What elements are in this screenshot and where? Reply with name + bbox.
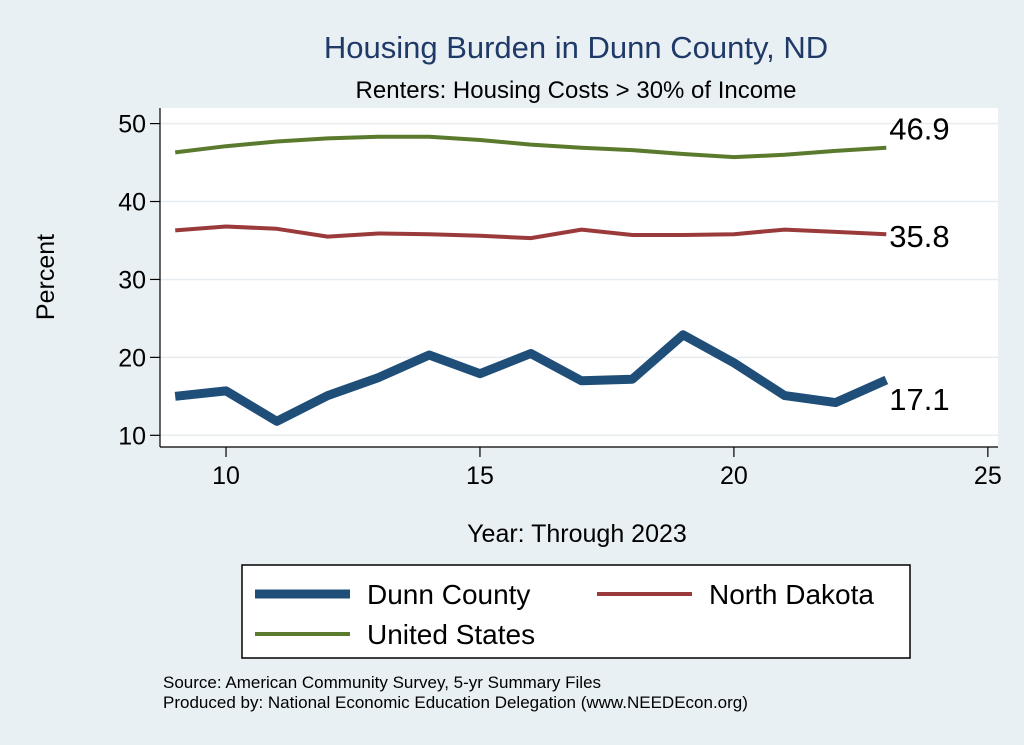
end-label-dunn-county: 17.1 [889, 382, 949, 417]
series-group [174, 134, 889, 426]
axes: 10 20 30 40 50 10 15 20 25 [118, 108, 1002, 490]
legend: Dunn County North Dakota United States [255, 579, 874, 650]
y-tick-label: 30 [118, 266, 146, 294]
x-tick-label: 20 [720, 462, 748, 490]
legend-box [241, 564, 911, 659]
y-axis-title: Percent [32, 234, 60, 320]
chart-title: Housing Burden in Dunn County, ND [324, 30, 828, 65]
plot-area [160, 108, 998, 447]
x-axis-title: Year: Through 2023 [467, 520, 687, 548]
legend-label-north-dakota: North Dakota [709, 579, 874, 610]
y-tick-label: 50 [118, 111, 146, 139]
x-tick-label: 25 [974, 462, 1002, 490]
legend-label-united-states: United States [367, 619, 535, 650]
end-label-united-states: 46.9 [889, 112, 949, 147]
source-note: Source: American Community Survey, 5-yr … [163, 673, 601, 692]
chart-subtitle: Renters: Housing Costs > 30% of Income [356, 77, 797, 104]
legend-label-dunn-county: Dunn County [367, 579, 530, 610]
end-label-north-dakota: 35.8 [889, 219, 949, 254]
series-line-united-states [174, 134, 887, 160]
series-line-north-dakota [175, 224, 887, 241]
series-line-dunn-county [174, 330, 889, 426]
x-tick-label: 15 [466, 462, 494, 490]
end-labels: 17.1 35.8 46.9 [889, 112, 949, 417]
gridlines [160, 122, 998, 437]
y-tick-label: 10 [118, 422, 146, 450]
y-tick-label: 40 [118, 189, 146, 217]
producer-note: Produced by: National Economic Education… [163, 693, 748, 712]
x-tick-label: 10 [212, 462, 240, 490]
y-tick-label: 20 [118, 344, 146, 372]
